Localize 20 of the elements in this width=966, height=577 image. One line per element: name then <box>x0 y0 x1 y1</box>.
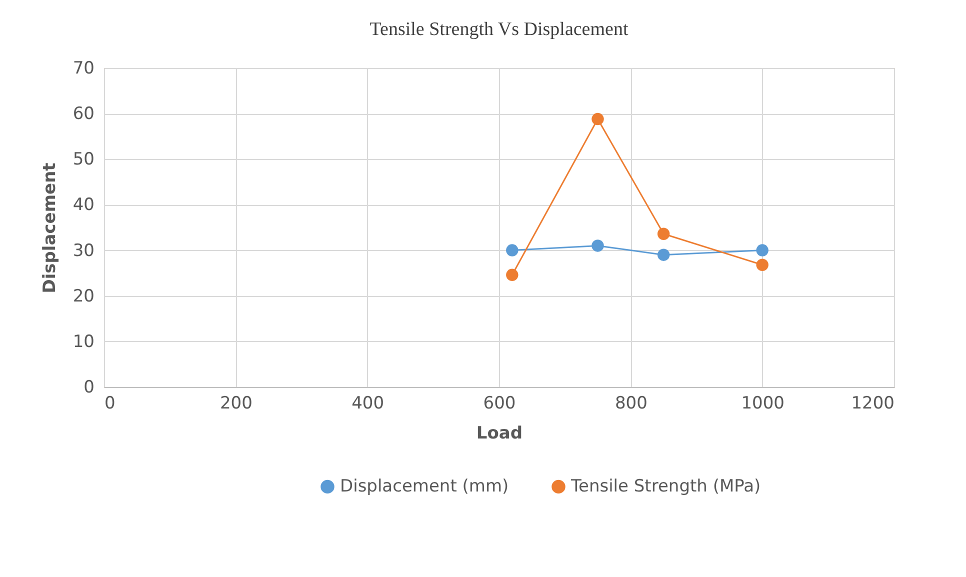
x-axis-title: Load <box>476 424 523 444</box>
y-tick-label: 0 <box>84 378 94 398</box>
legend-label: Tensile Strength (MPa) <box>570 476 761 497</box>
x-tick-label: 600 <box>483 394 516 414</box>
x-tick-label: 1200 <box>851 394 894 414</box>
y-axis-title: Displacement <box>40 162 60 294</box>
y-tick-label: 10 <box>72 332 94 352</box>
x-tick-label: 800 <box>614 394 648 414</box>
y-tick-label: 40 <box>72 195 94 216</box>
y-tick-label: 50 <box>72 150 94 170</box>
y-tick-label: 20 <box>72 286 94 306</box>
chart-title: Tensile Strength Vs Displacement <box>370 19 629 40</box>
x-tick-label: 1000 <box>741 394 784 414</box>
y-tick-label: 30 <box>72 240 94 261</box>
y-tick-label: 60 <box>72 104 94 124</box>
x-tick-label: 400 <box>352 394 384 414</box>
legend-label: Displacement (mm) <box>340 476 509 497</box>
x-tick-label: 0 <box>104 394 116 414</box>
x-tick-label: 200 <box>220 394 252 414</box>
y-tick-label: 70 <box>72 58 94 78</box>
